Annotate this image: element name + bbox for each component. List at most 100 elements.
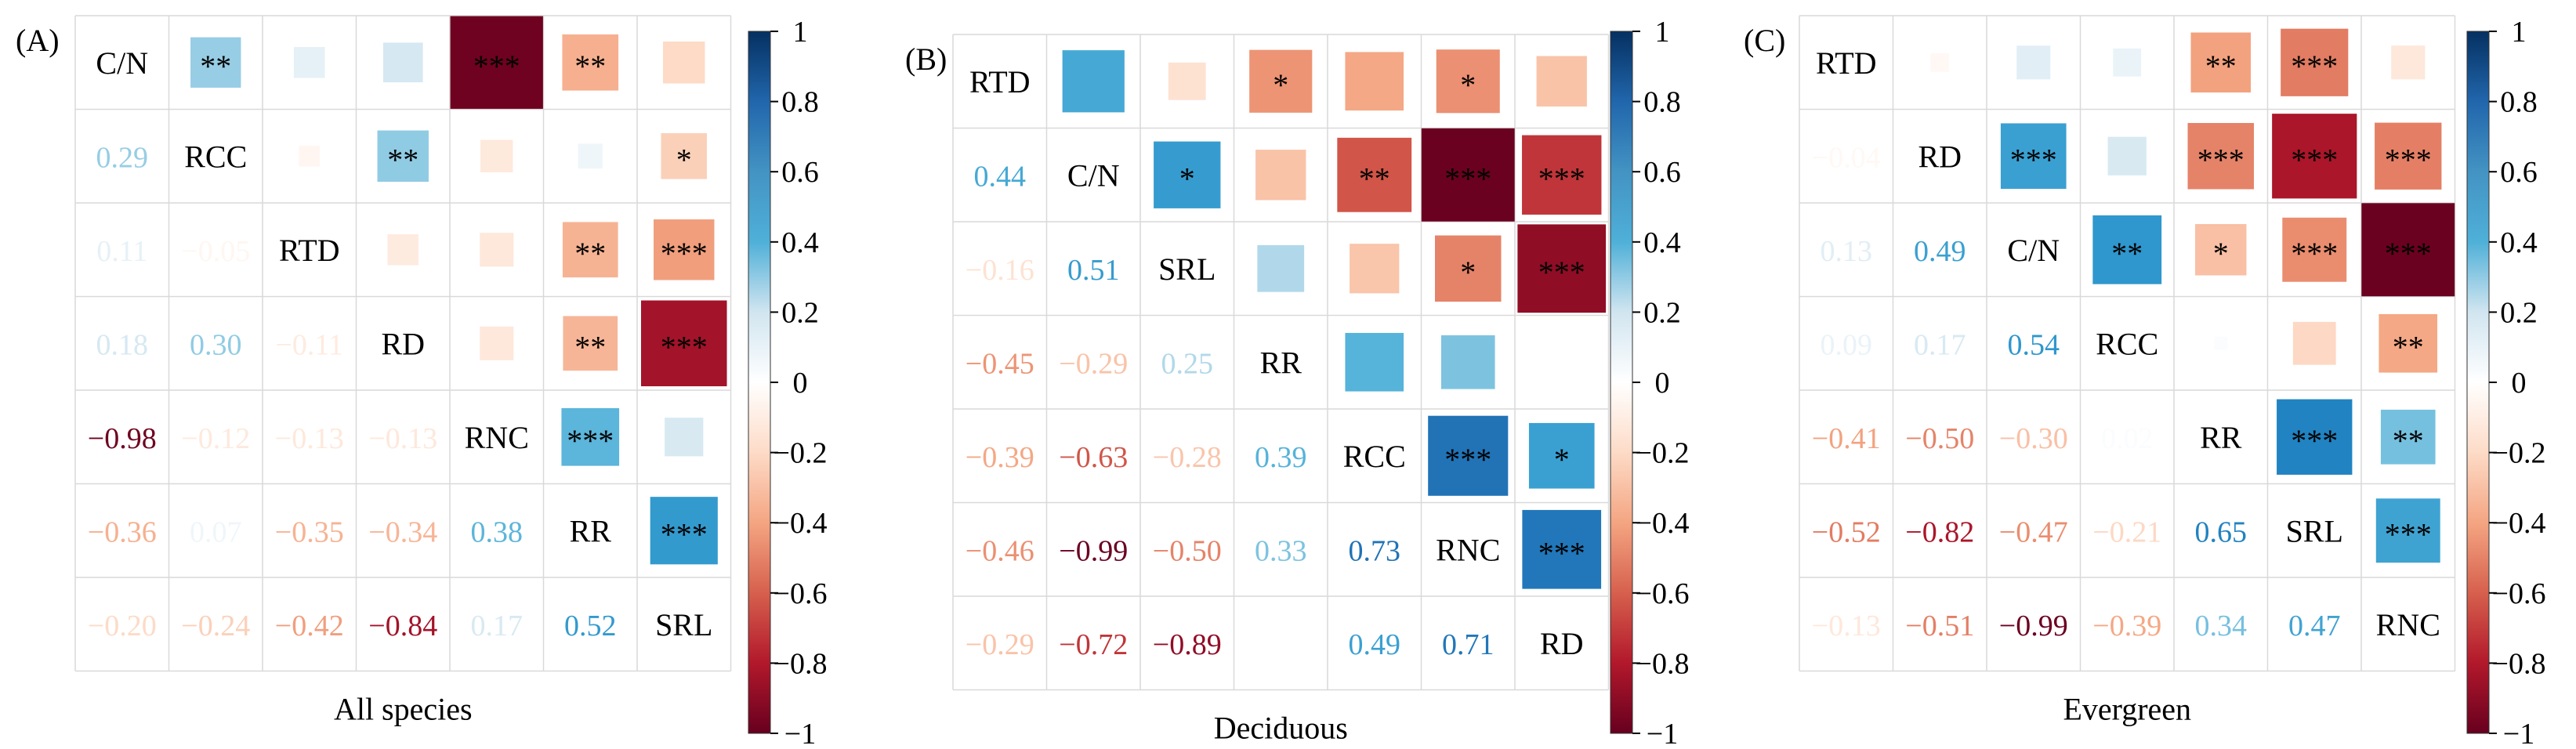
coefficient-label: −0.04 xyxy=(1812,141,1881,174)
significance-star: *** xyxy=(2385,142,2432,177)
significance-star: ** xyxy=(387,142,418,177)
correlation-square xyxy=(2361,203,2455,297)
coefficient-label: −0.28 xyxy=(1153,441,1222,474)
correlation-square xyxy=(640,300,727,387)
colorbar-tick-label: 0.6 xyxy=(1643,156,1681,189)
significance-star: *** xyxy=(1538,255,1585,290)
coefficient-label: −0.36 xyxy=(88,516,157,548)
colorbar-tick-label: −0.6 xyxy=(1636,577,1690,610)
coefficient-label: −0.50 xyxy=(1905,422,1974,455)
correlation-square xyxy=(2375,498,2440,563)
significance-star: * xyxy=(2213,236,2229,271)
significance-star: *** xyxy=(1538,535,1585,570)
correlation-square xyxy=(654,219,715,280)
panel-title: All species xyxy=(334,692,473,727)
colorbar xyxy=(748,31,771,734)
correlation-square xyxy=(1435,235,1502,302)
variable-label: RCC xyxy=(184,139,247,174)
coefficient-label: −0.52 xyxy=(1812,516,1881,548)
correlation-square xyxy=(190,37,241,88)
correlation-square xyxy=(293,46,325,78)
variable-label: C/N xyxy=(1067,157,1120,193)
coefficient-label: 0.38 xyxy=(471,516,524,548)
significance-star: ** xyxy=(2111,236,2143,271)
coefficient-label: 0.49 xyxy=(1914,235,1966,268)
colorbar-tick-label: −0.4 xyxy=(1636,507,1690,540)
correlation-square xyxy=(1428,415,1509,496)
variable-label: RNC xyxy=(1436,532,1500,567)
coefficient-label: −0.24 xyxy=(181,610,250,642)
correlation-square xyxy=(1062,50,1125,113)
significance-star: *** xyxy=(2385,516,2432,552)
correlation-square xyxy=(480,233,514,267)
colorbar xyxy=(2466,31,2490,734)
correlation-square xyxy=(2107,136,2147,175)
correlation-square xyxy=(1930,52,1950,72)
coefficient-label: −0.34 xyxy=(368,516,437,548)
colorbar-tick-label: −1 xyxy=(784,718,816,749)
correlation-square xyxy=(1522,135,1602,215)
coefficient-label: 0.30 xyxy=(190,328,242,361)
coefficient-label: −0.99 xyxy=(1059,534,1128,567)
correlation-square xyxy=(1440,335,1495,389)
correlation-square xyxy=(2190,32,2252,93)
variable-label: RCC xyxy=(1343,439,1406,474)
colorbar-tick-label: 1 xyxy=(1655,16,1670,49)
colorbar-tick-label: 0.2 xyxy=(1643,296,1681,329)
correlation-square xyxy=(1536,56,1587,107)
coefficient-label: −0.39 xyxy=(966,441,1034,474)
colorbar-tick-label: 0.4 xyxy=(1643,226,1681,259)
correlation-square xyxy=(1528,422,1595,489)
colorbar-tick-label: 0.8 xyxy=(1643,86,1681,119)
colorbar-tick-label: 0.2 xyxy=(2500,296,2538,329)
variable-label: RD xyxy=(1540,626,1584,661)
correlation-square xyxy=(2282,217,2347,282)
coefficient-label: 0.17 xyxy=(471,610,524,642)
correlation-square xyxy=(665,418,704,457)
coefficient-label: −0.82 xyxy=(1905,516,1974,548)
colorbar-tick-label: −0.8 xyxy=(774,647,828,680)
variable-label: SRL xyxy=(1158,251,1216,287)
coefficient-label: −0.13 xyxy=(368,422,437,455)
colorbar-tick-label: −0.2 xyxy=(1636,437,1690,470)
coefficient-label: −0.35 xyxy=(275,516,344,548)
significance-star: ** xyxy=(2393,329,2424,364)
variable-label: RTD xyxy=(1816,45,1877,81)
correlation-square xyxy=(663,42,705,84)
coefficient-label: −0.29 xyxy=(966,628,1034,661)
correlation-square xyxy=(1255,150,1306,201)
panel-c: (C) RTD RD C/N RCC RR SRL RNC −0.04 0.13 0.49 0.09 0… xyxy=(1744,15,2545,749)
coefficient-label: −0.72 xyxy=(1059,628,1128,661)
significance-star: *** xyxy=(2291,49,2338,84)
colorbar-tick-label: 0.4 xyxy=(781,226,819,259)
coefficient-label: 0.25 xyxy=(1161,347,1214,380)
correlation-square xyxy=(661,132,708,179)
correlation-square xyxy=(2281,28,2349,96)
coefficient-label: −0.51 xyxy=(1905,610,1974,642)
correlation-square xyxy=(2292,321,2336,365)
correlation-square xyxy=(1249,49,1313,113)
variable-label: RR xyxy=(570,513,612,548)
coefficient-label: 0.47 xyxy=(2288,610,2341,642)
correlation-square xyxy=(1421,128,1515,222)
coefficient-label: 0.09 xyxy=(1821,328,1873,361)
correlation-square xyxy=(2375,122,2442,190)
colorbar-tick-label: −0.2 xyxy=(774,437,828,470)
variable-label: RTD xyxy=(279,233,340,268)
coefficient-label: 0.65 xyxy=(2195,516,2248,548)
correlation-square xyxy=(2380,409,2436,465)
panel-label: (A) xyxy=(16,23,60,58)
significance-star: *** xyxy=(661,516,708,552)
coefficient-label: 0.51 xyxy=(1067,254,1120,287)
coefficient-label: −0.29 xyxy=(1059,347,1128,380)
coefficient-label: −0.20 xyxy=(88,610,157,642)
coefficient-label: 0.71 xyxy=(1442,628,1495,661)
correlation-square xyxy=(299,145,321,167)
significance-star: ** xyxy=(2205,49,2237,84)
correlation-square xyxy=(2187,123,2254,190)
significance-star: *** xyxy=(661,329,708,364)
coefficient-label: −0.21 xyxy=(2092,516,2161,548)
correlation-square xyxy=(562,34,619,91)
coefficient-label: −0.45 xyxy=(966,347,1034,380)
correlation-square xyxy=(2379,313,2438,373)
